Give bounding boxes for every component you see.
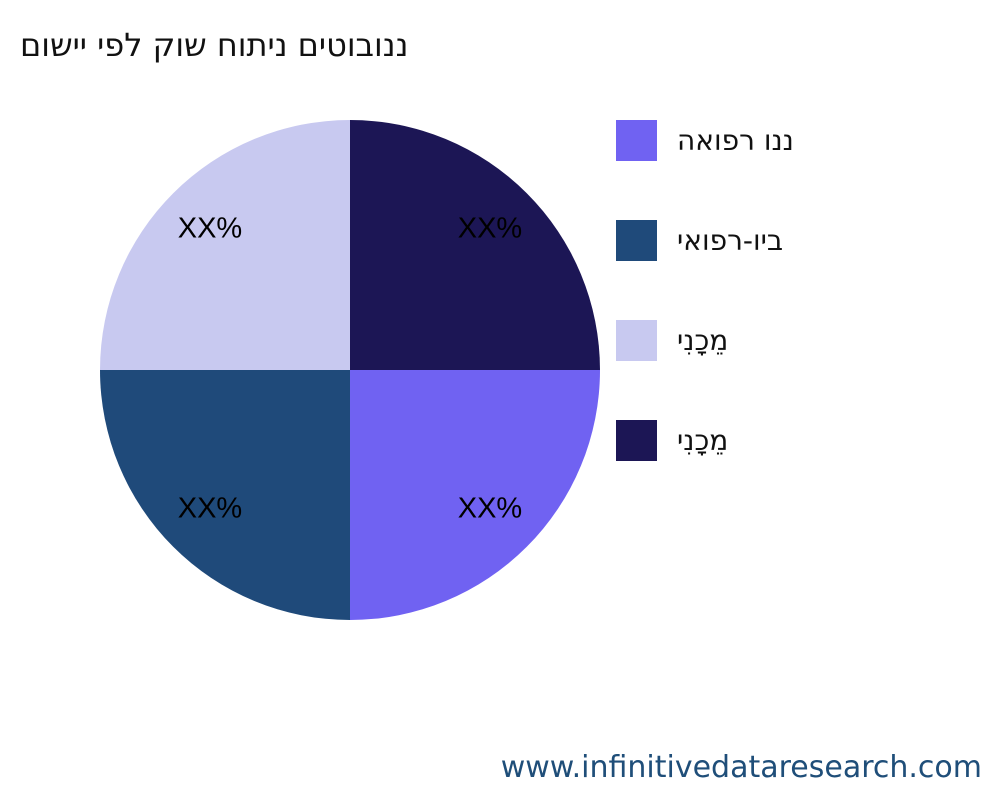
legend-item: מֵכָנִי [616, 419, 728, 461]
legend-swatch [616, 319, 657, 361]
slice-data-label: XX% [178, 213, 242, 245]
legend-swatch [616, 119, 657, 161]
legend-item: מֵכָנִי [616, 319, 728, 361]
chart-title: ננובוטים ניתוח שוק לפי יישום [20, 26, 409, 64]
pie-slice [100, 120, 350, 370]
website-watermark: www.infinitivedataresearch.com [500, 750, 982, 785]
slice-data-label: XX% [458, 213, 522, 245]
legend-label: מֵכָנִי [677, 323, 729, 357]
pie-slice [350, 370, 600, 620]
pie-slice [100, 370, 350, 620]
legend-label: ננו רפואה [677, 123, 794, 157]
legend-label: מֵכָנִי [677, 423, 729, 457]
legend-label: ביו-רפואי [677, 223, 784, 257]
slice-data-label: XX% [458, 493, 522, 525]
pie-slice [350, 120, 600, 370]
legend-item: ננו רפואה [616, 119, 794, 161]
legend-item: ביו-רפואי [616, 219, 783, 261]
legend-swatch [616, 219, 657, 261]
legend-swatch [616, 419, 657, 461]
slice-data-label: XX% [178, 493, 242, 525]
